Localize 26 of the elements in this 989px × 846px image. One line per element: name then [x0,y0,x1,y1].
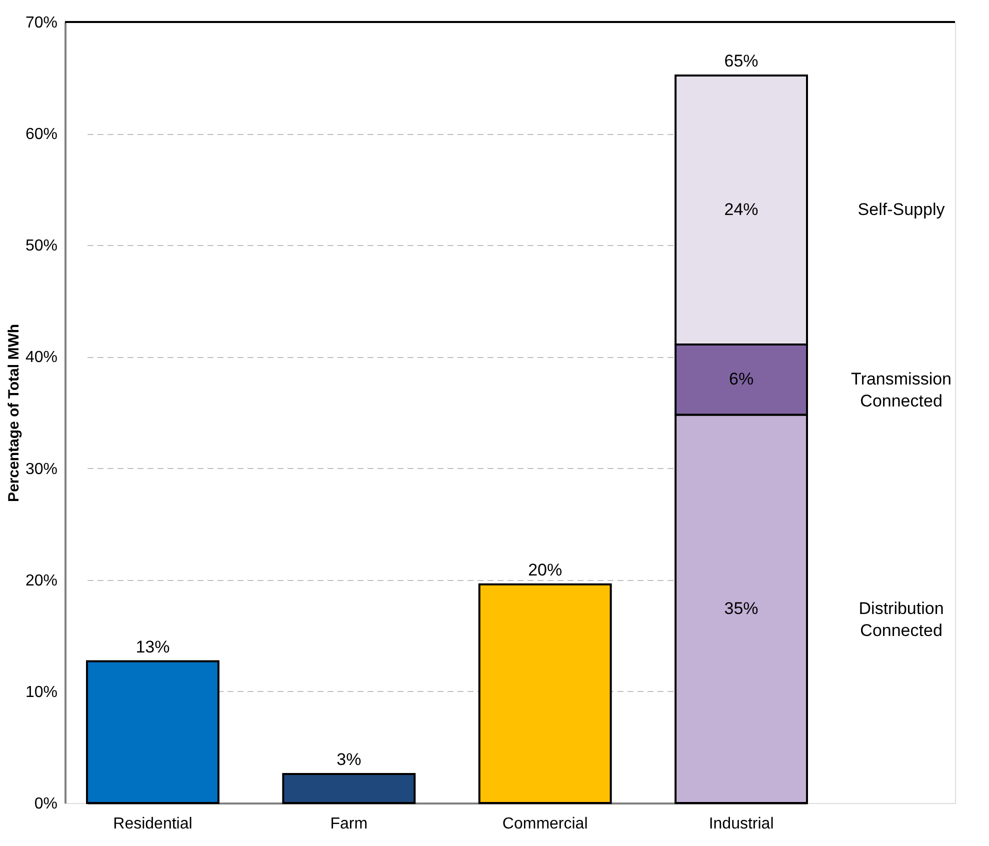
total-label: 65% [724,52,758,71]
text: Transmission Connected [851,370,952,411]
text: Distribution Connected [858,598,944,640]
total-label: 13% [136,637,170,656]
y-tick-label: 20% [25,572,58,590]
text: Self-Supply [858,200,946,219]
y-tick-label: 10% [25,684,58,701]
y-tick-label: 50% [25,238,58,255]
total-label: 20% [528,560,562,580]
data-label: 35% [724,598,758,618]
y-tick-label: 60% [25,126,58,144]
bar [478,583,612,804]
total-label: 3% [336,750,362,769]
bar [86,660,220,804]
y-tick-label: 30% [25,460,58,478]
x-tick-label: Farm [330,816,368,832]
y-tick-label: 40% [25,349,58,366]
data-label: 24% [724,200,758,219]
data-label: 6% [728,370,754,389]
x-tick-label: Residential [113,816,192,832]
y-axis-title: Percentage of Total MWh [5,324,22,502]
x-tick-label: Industrial [708,816,774,832]
y-tick-label: 70% [25,14,58,32]
x-tick-label: Commercial [502,816,588,832]
bar [282,772,416,804]
y-tick-label: 0% [34,796,58,812]
